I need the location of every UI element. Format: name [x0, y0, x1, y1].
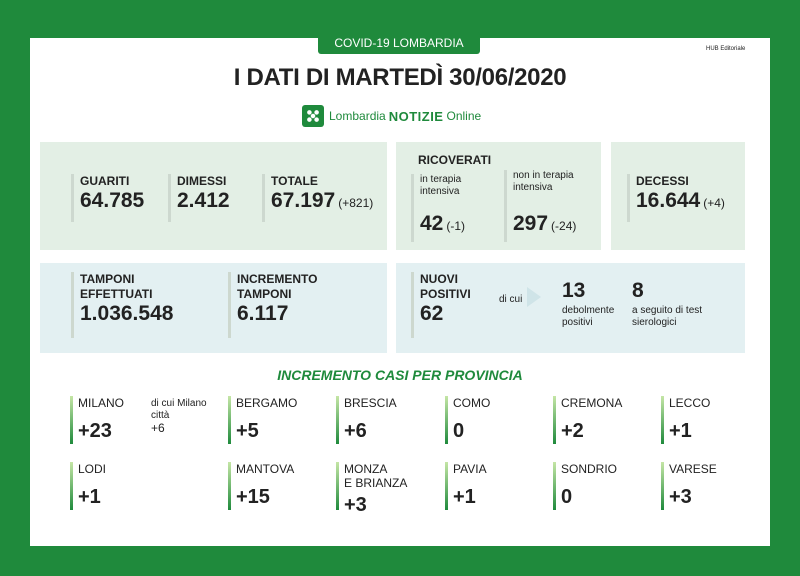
province-bergamo: BERGAMO +5 [228, 396, 298, 444]
incremento-label-2: TAMPONI [237, 287, 292, 301]
guariti-label: GUARITI [80, 174, 130, 188]
stat-debolmente-positivi: 13 debolmente positivi [562, 279, 622, 329]
province-name: CREMONA [561, 396, 623, 410]
panel-guariti [40, 142, 387, 250]
non-terapia-value: 297 [513, 212, 549, 235]
terapia-value: 42 [420, 212, 444, 235]
province-name: BERGAMO [236, 396, 298, 410]
province-value: +5 [236, 420, 259, 442]
province-value: +23 [78, 420, 112, 442]
milano-citta-label: di cui Milano città [151, 398, 207, 421]
province-name: VARESE [669, 462, 717, 476]
stat-dimessi: DIMESSI 2.412 [168, 174, 230, 222]
province-value: +1 [669, 420, 692, 442]
province-sondrio: SONDRIO 0 [553, 462, 618, 510]
decessi-value: 16.644 [636, 189, 701, 212]
province-value: +6 [344, 420, 367, 442]
ricoverati-label: RICOVERATI [418, 153, 492, 167]
province-value: +2 [561, 420, 584, 442]
province-value: +1 [453, 486, 476, 508]
stat-non-terapia: non in terapia intensiva 297 (-24) [504, 170, 598, 242]
province-name: COMO [453, 396, 491, 410]
terapia-label: in terapia intensiva [420, 174, 462, 197]
page-title: I DATI DI MARTEDÌ 30/06/2020 [233, 64, 567, 91]
di-cui-label: di cui [499, 294, 523, 305]
panel-tamponi [40, 263, 387, 353]
non-terapia-delta: (-24) [551, 219, 577, 233]
non-terapia-label: non in terapia intensiva [513, 170, 574, 193]
lombardia-rose-icon [302, 105, 324, 127]
ribbon-title: COVID-19 LOMBARDIA [318, 32, 480, 54]
guariti-value: 64.785 [80, 189, 145, 212]
province-como: COMO 0 [445, 396, 491, 444]
terapia-delta: (-1) [446, 219, 466, 233]
totale-label: TOTALE [271, 174, 318, 188]
province-name: LECCO [669, 396, 711, 410]
panel-ricoverati [396, 142, 601, 250]
stat-sierologici: 8 a seguito di test sierologici [632, 279, 722, 329]
province-monza-brianza: MONZA E BRIANZA +3 [336, 462, 408, 516]
tamponi-value: 1.036.548 [80, 302, 174, 325]
milano-citta: di cui Milano città +6 [151, 398, 211, 434]
panel-decessi [611, 142, 745, 250]
province-name: BRESCIA [344, 396, 397, 410]
logo: Lombardia NOTIZIE Online [302, 104, 481, 128]
provinces-title: INCREMENTO CASI PER PROVINCIA [277, 367, 523, 383]
province-cremona: CREMONA +2 [553, 396, 623, 444]
province-value: +3 [669, 486, 692, 508]
province-value: 0 [453, 420, 465, 442]
province-name: LODI [78, 462, 107, 476]
province-value: 0 [561, 486, 573, 508]
province-lecco: LECCO +1 [661, 396, 711, 444]
deboli-label: debolmente positivi [562, 305, 615, 328]
decessi-delta: (+4) [703, 196, 725, 210]
province-mantova: MANTOVA +15 [228, 462, 295, 510]
stat-guariti: GUARITI 64.785 [71, 174, 144, 222]
stat-incremento-tamponi: INCREMENTO TAMPONI 6.117 [228, 272, 317, 338]
sierologici-label: a seguito di test sierologici [632, 305, 703, 328]
logo-part-3: Online [446, 109, 482, 123]
province-name: SONDRIO [561, 462, 618, 476]
province-pavia: PAVIA +1 [445, 462, 487, 510]
logo-part-1: Lombardia [329, 109, 386, 123]
panel-nuovi-positivi [396, 263, 745, 353]
province-value: +1 [78, 486, 101, 508]
stat-tamponi: TAMPONI EFFETTUATI 1.036.548 [71, 272, 173, 338]
province-name-2: E BRIANZA [344, 476, 408, 490]
stat-terapia-intensiva: in terapia intensiva 42 (-1) [411, 174, 495, 242]
incremento-label-1: INCREMENTO [237, 272, 318, 286]
tamponi-label-2: EFFETTUATI [80, 287, 153, 301]
stat-nuovi-positivi: NUOVI POSITIVI 62 [411, 272, 471, 338]
milano-citta-value: +6 [151, 421, 165, 435]
province-lodi: LODI +1 [70, 462, 107, 510]
chevron-right-icon [527, 287, 541, 307]
dimessi-label: DIMESSI [177, 174, 227, 188]
incremento-value: 6.117 [237, 302, 289, 325]
province-name: PAVIA [453, 462, 487, 476]
totale-delta: (+821) [338, 196, 374, 210]
nuovi-label-2: POSITIVI [420, 287, 471, 301]
nuovi-value: 62 [420, 302, 444, 325]
totale-value: 67.197 [271, 189, 336, 212]
logo-part-2: NOTIZIE [388, 108, 444, 124]
sierologici-value: 8 [632, 279, 644, 302]
tamponi-label-1: TAMPONI [80, 272, 135, 286]
province-value: +15 [236, 486, 270, 508]
province-brescia: BRESCIA +6 [336, 396, 397, 444]
province-name: MANTOVA [236, 462, 295, 476]
province-name-1: MONZA [344, 462, 388, 476]
hub-credit: HUB Editoriale [706, 46, 746, 52]
province-name: MILANO [78, 396, 125, 410]
decessi-label: DECESSI [636, 174, 689, 188]
stat-decessi: DECESSI 16.644 (+4) [627, 174, 725, 222]
deboli-value: 13 [562, 279, 586, 302]
province-milano: MILANO +23 [70, 396, 125, 444]
nuovi-label-1: NUOVI [420, 272, 459, 286]
dimessi-value: 2.412 [177, 189, 230, 212]
province-value: +3 [344, 494, 367, 516]
stat-totale: TOTALE 67.197 (+821) [262, 174, 373, 222]
province-varese: VARESE +3 [661, 462, 717, 510]
